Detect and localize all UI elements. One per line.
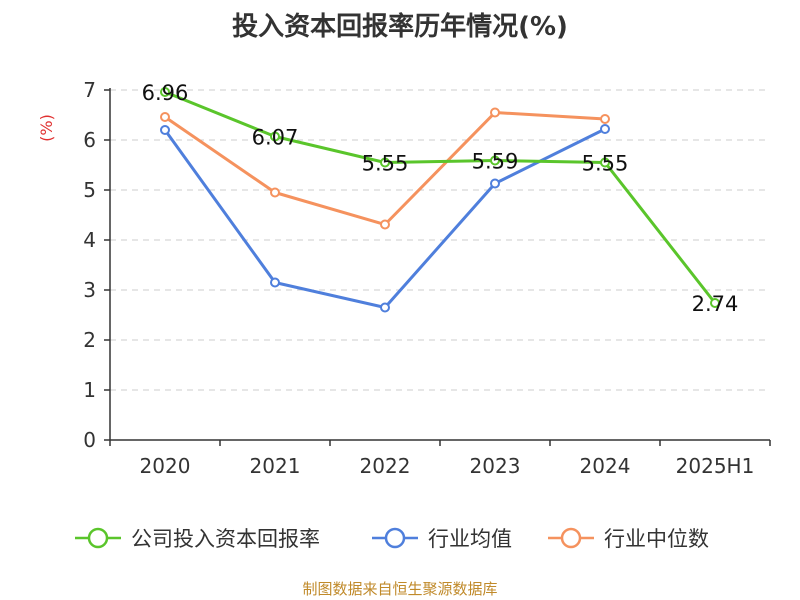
- data-point: [380, 157, 390, 168]
- data-point: [710, 298, 720, 308]
- data-point: [160, 87, 170, 97]
- x-tick-label: 2025H1: [676, 454, 755, 478]
- x-tick-label: 2021: [250, 454, 301, 478]
- data-point: [490, 178, 500, 189]
- legend-label: 公司投入资本回报率: [131, 527, 320, 551]
- legend-marker: [560, 527, 582, 549]
- legend-marker: [87, 527, 109, 549]
- legend-label: 行业中位数: [604, 527, 709, 551]
- x-tick-label: 2022: [360, 454, 411, 478]
- legend-label: 行业均值: [428, 527, 512, 551]
- data-point: [270, 277, 280, 288]
- y-tick-label: 3: [83, 278, 96, 302]
- x-tick-label: 2020: [140, 454, 191, 478]
- y-tick-label: 1: [83, 378, 96, 402]
- data-point: [600, 124, 610, 134]
- data-point: [380, 302, 390, 313]
- x-tick-label: 2023: [470, 454, 521, 478]
- source-note: 制图数据来自恒生聚源数据库: [302, 580, 498, 598]
- y-tick-label: 2: [83, 328, 96, 352]
- data-point: [270, 187, 280, 198]
- data-point: [490, 107, 500, 118]
- y-tick-label: 6: [83, 128, 96, 152]
- series-line: [164, 90, 717, 304]
- data-label: 6.96: [142, 81, 189, 105]
- data-point: [160, 112, 170, 122]
- data-point: [600, 114, 610, 124]
- data-point: [600, 157, 610, 168]
- data-label: 5.59: [472, 150, 519, 174]
- y-tick-label: 7: [83, 78, 96, 102]
- x-tick-label: 2024: [580, 454, 631, 478]
- data-point: [270, 131, 280, 142]
- y-axis-label: (%): [37, 114, 56, 142]
- y-tick-label: 4: [83, 228, 96, 252]
- legend-marker: [384, 527, 406, 549]
- data-label: 5.55: [582, 152, 629, 176]
- y-tick-label: 0: [83, 428, 96, 452]
- data-label: 5.55: [362, 152, 409, 176]
- data-label: 2.74: [692, 292, 739, 316]
- data-point: [490, 155, 500, 166]
- y-tick-label: 5: [83, 178, 96, 202]
- data-point: [380, 219, 390, 230]
- chart-title: 投入资本回报率历年情况(%): [232, 12, 568, 42]
- data-label: 6.07: [252, 126, 299, 150]
- data-point: [160, 125, 170, 135]
